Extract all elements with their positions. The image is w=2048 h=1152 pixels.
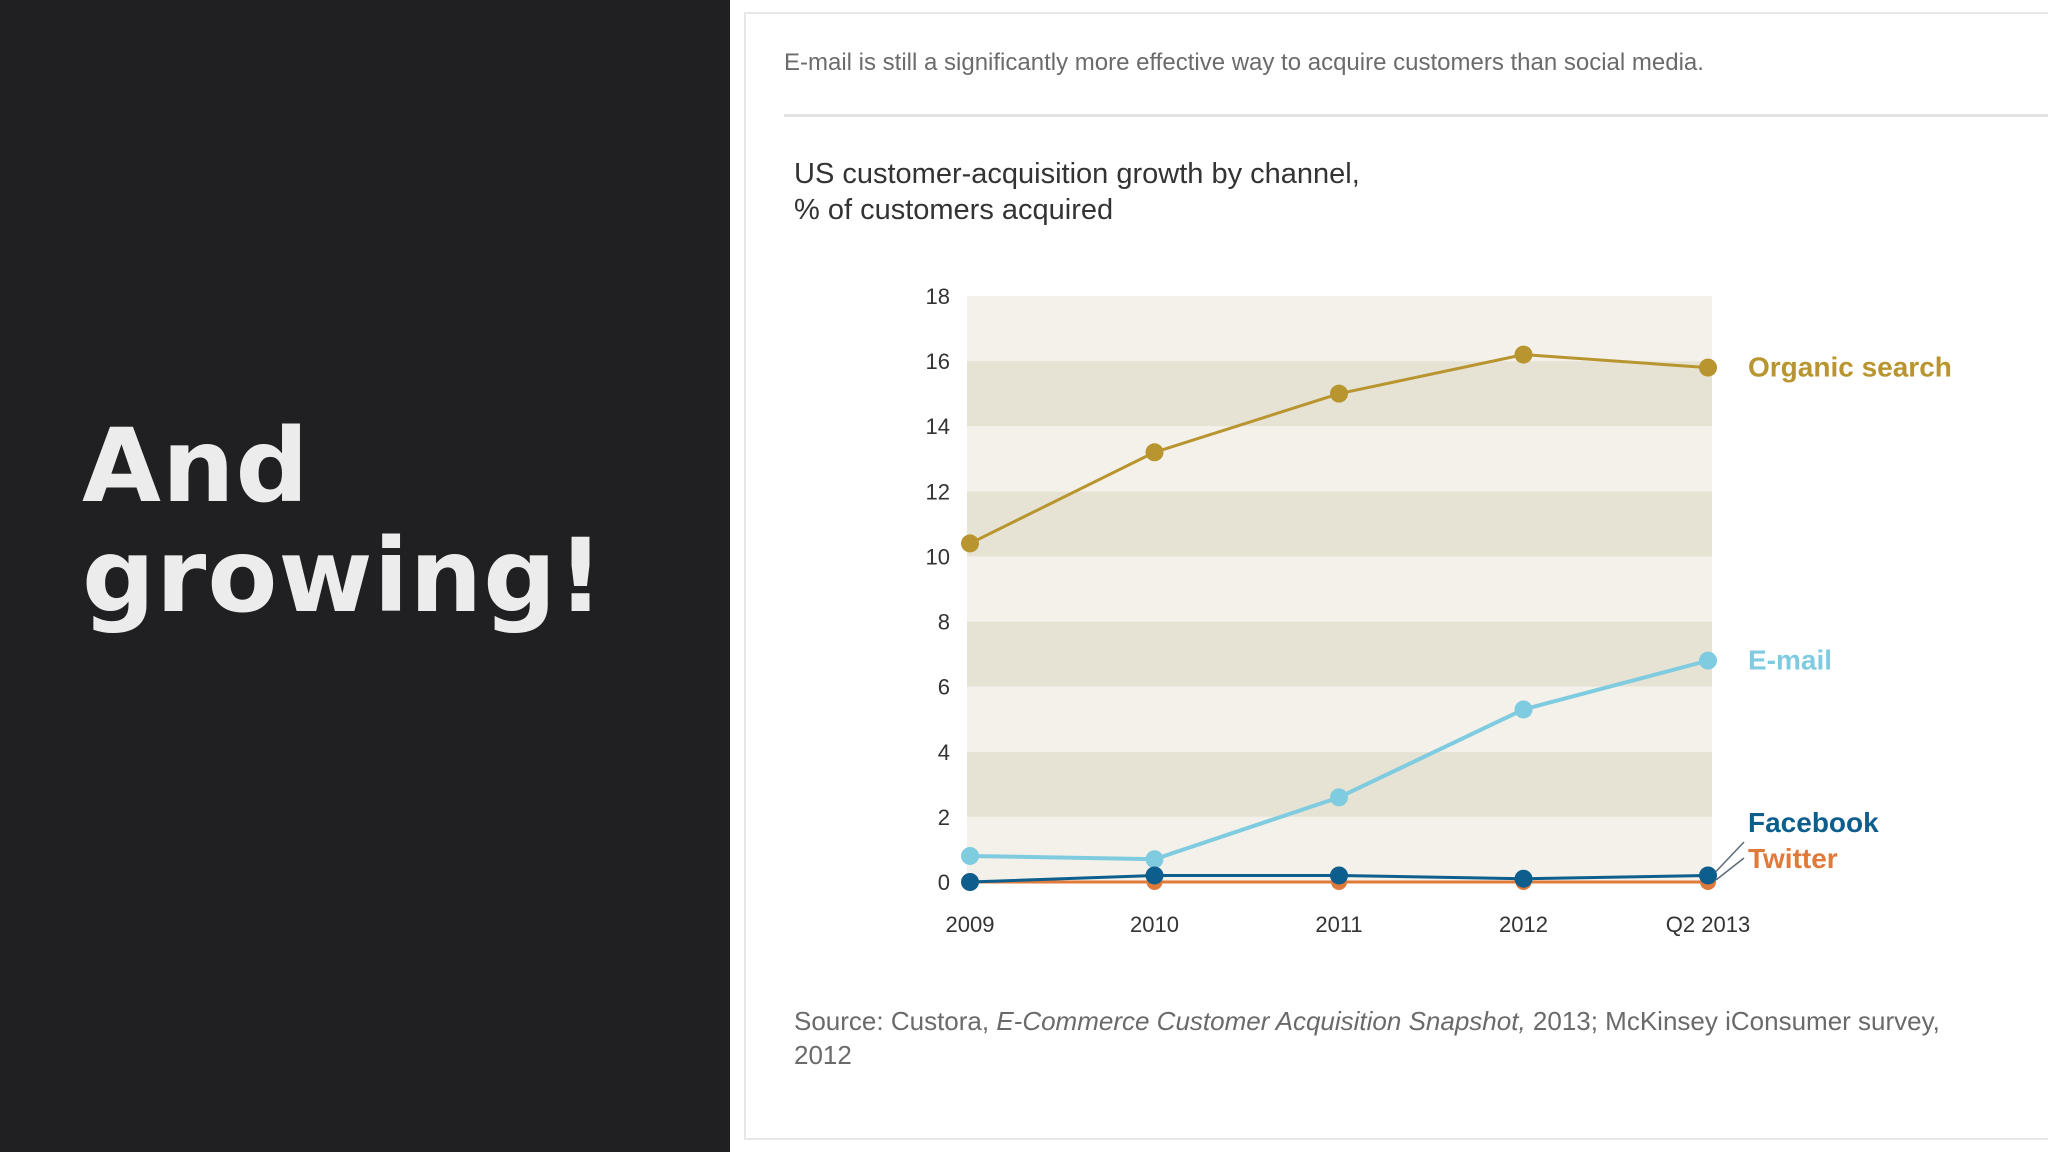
line-chart: 0 2 4 6 8 10 12 14 16 18 2009 2010 2011 2012 Q2 2013 Or… [926, 284, 1952, 937]
plot-band-4-6 [967, 686, 1712, 752]
y-tick-label-2: 2 [938, 805, 950, 830]
source-note: Source: Custora, E-Commerce Customer Acq… [794, 1004, 1994, 1072]
card-border [744, 12, 2048, 1140]
y-tick-label-12: 12 [926, 479, 950, 504]
plot-band-10-12 [967, 491, 1712, 557]
facebook-point-2009 [961, 873, 979, 891]
organic-point-2012 [1514, 345, 1533, 364]
y-tick-label-4: 4 [938, 740, 950, 765]
chart-caption: E-mail is still a significantly more eff… [784, 49, 1704, 76]
twitter-series-label: Twitter [1748, 843, 1838, 874]
y-tick-label-18: 18 [926, 284, 950, 309]
twitter-leader-line [1715, 857, 1745, 881]
x-tick-label-2011: 2011 [1315, 912, 1362, 937]
chart-title: US customer-acquisition growth by channe… [794, 156, 1360, 228]
plot-band-8-10 [967, 556, 1712, 622]
caption-divider [784, 114, 2048, 117]
email-point-q2-2013 [1699, 651, 1717, 670]
source-report-title: E-Commerce Customer Acquisition Snapshot… [996, 1006, 1526, 1036]
y-tick-label-6: 6 [938, 675, 950, 700]
y-tick-label-16: 16 [926, 349, 950, 374]
organic-series-label: Organic search [1748, 352, 1952, 383]
facebook-point-2012 [1514, 869, 1533, 888]
slide-title: And growing! [82, 407, 605, 636]
email-point-2009 [961, 846, 979, 865]
plot-band-2-4 [967, 751, 1712, 817]
organic-point-2010 [1145, 443, 1164, 462]
organic-point-2011 [1330, 384, 1348, 403]
title-panel: And growing! [0, 0, 730, 1152]
chart-card: E-mail is still a significantly more eff… [730, 0, 2048, 1152]
organic-point-q2-2013 [1699, 358, 1717, 377]
facebook-point-2010 [1145, 866, 1164, 885]
y-tick-label-8: 8 [938, 610, 950, 635]
facebook-leader-line [1715, 841, 1745, 873]
email-point-2012 [1514, 700, 1533, 719]
x-tick-label-2012: 2012 [1499, 912, 1548, 937]
email-point-2010 [1145, 850, 1164, 869]
facebook-series-label: Facebook [1748, 807, 1879, 838]
plot-band-16-18 [967, 296, 1712, 362]
x-tick-label-2009: 2009 [946, 912, 995, 937]
email-series-label: E-mail [1748, 645, 1832, 676]
source-suffix: 2013; McKinsey iConsumer survey, 2012 [794, 1006, 1940, 1070]
y-tick-label-14: 14 [926, 414, 950, 439]
y-tick-label-0: 0 [938, 870, 950, 895]
chart-title-line-1: US customer-acquisition growth by channe… [794, 158, 1360, 190]
x-tick-label-q2-2013: Q2 2013 [1666, 912, 1750, 937]
facebook-point-q2-2013 [1699, 866, 1717, 885]
chart-title-line-2: % of customers acquired [794, 194, 1114, 226]
plot-band-12-14 [967, 426, 1712, 492]
y-tick-label-10: 10 [926, 544, 950, 569]
plot-band-6-8 [967, 621, 1712, 687]
source-prefix: Source: Custora, [794, 1006, 997, 1036]
x-tick-label-2010: 2010 [1130, 912, 1179, 937]
facebook-point-2011 [1330, 866, 1348, 885]
organic-point-2009 [961, 534, 979, 553]
email-point-2011 [1330, 788, 1348, 807]
